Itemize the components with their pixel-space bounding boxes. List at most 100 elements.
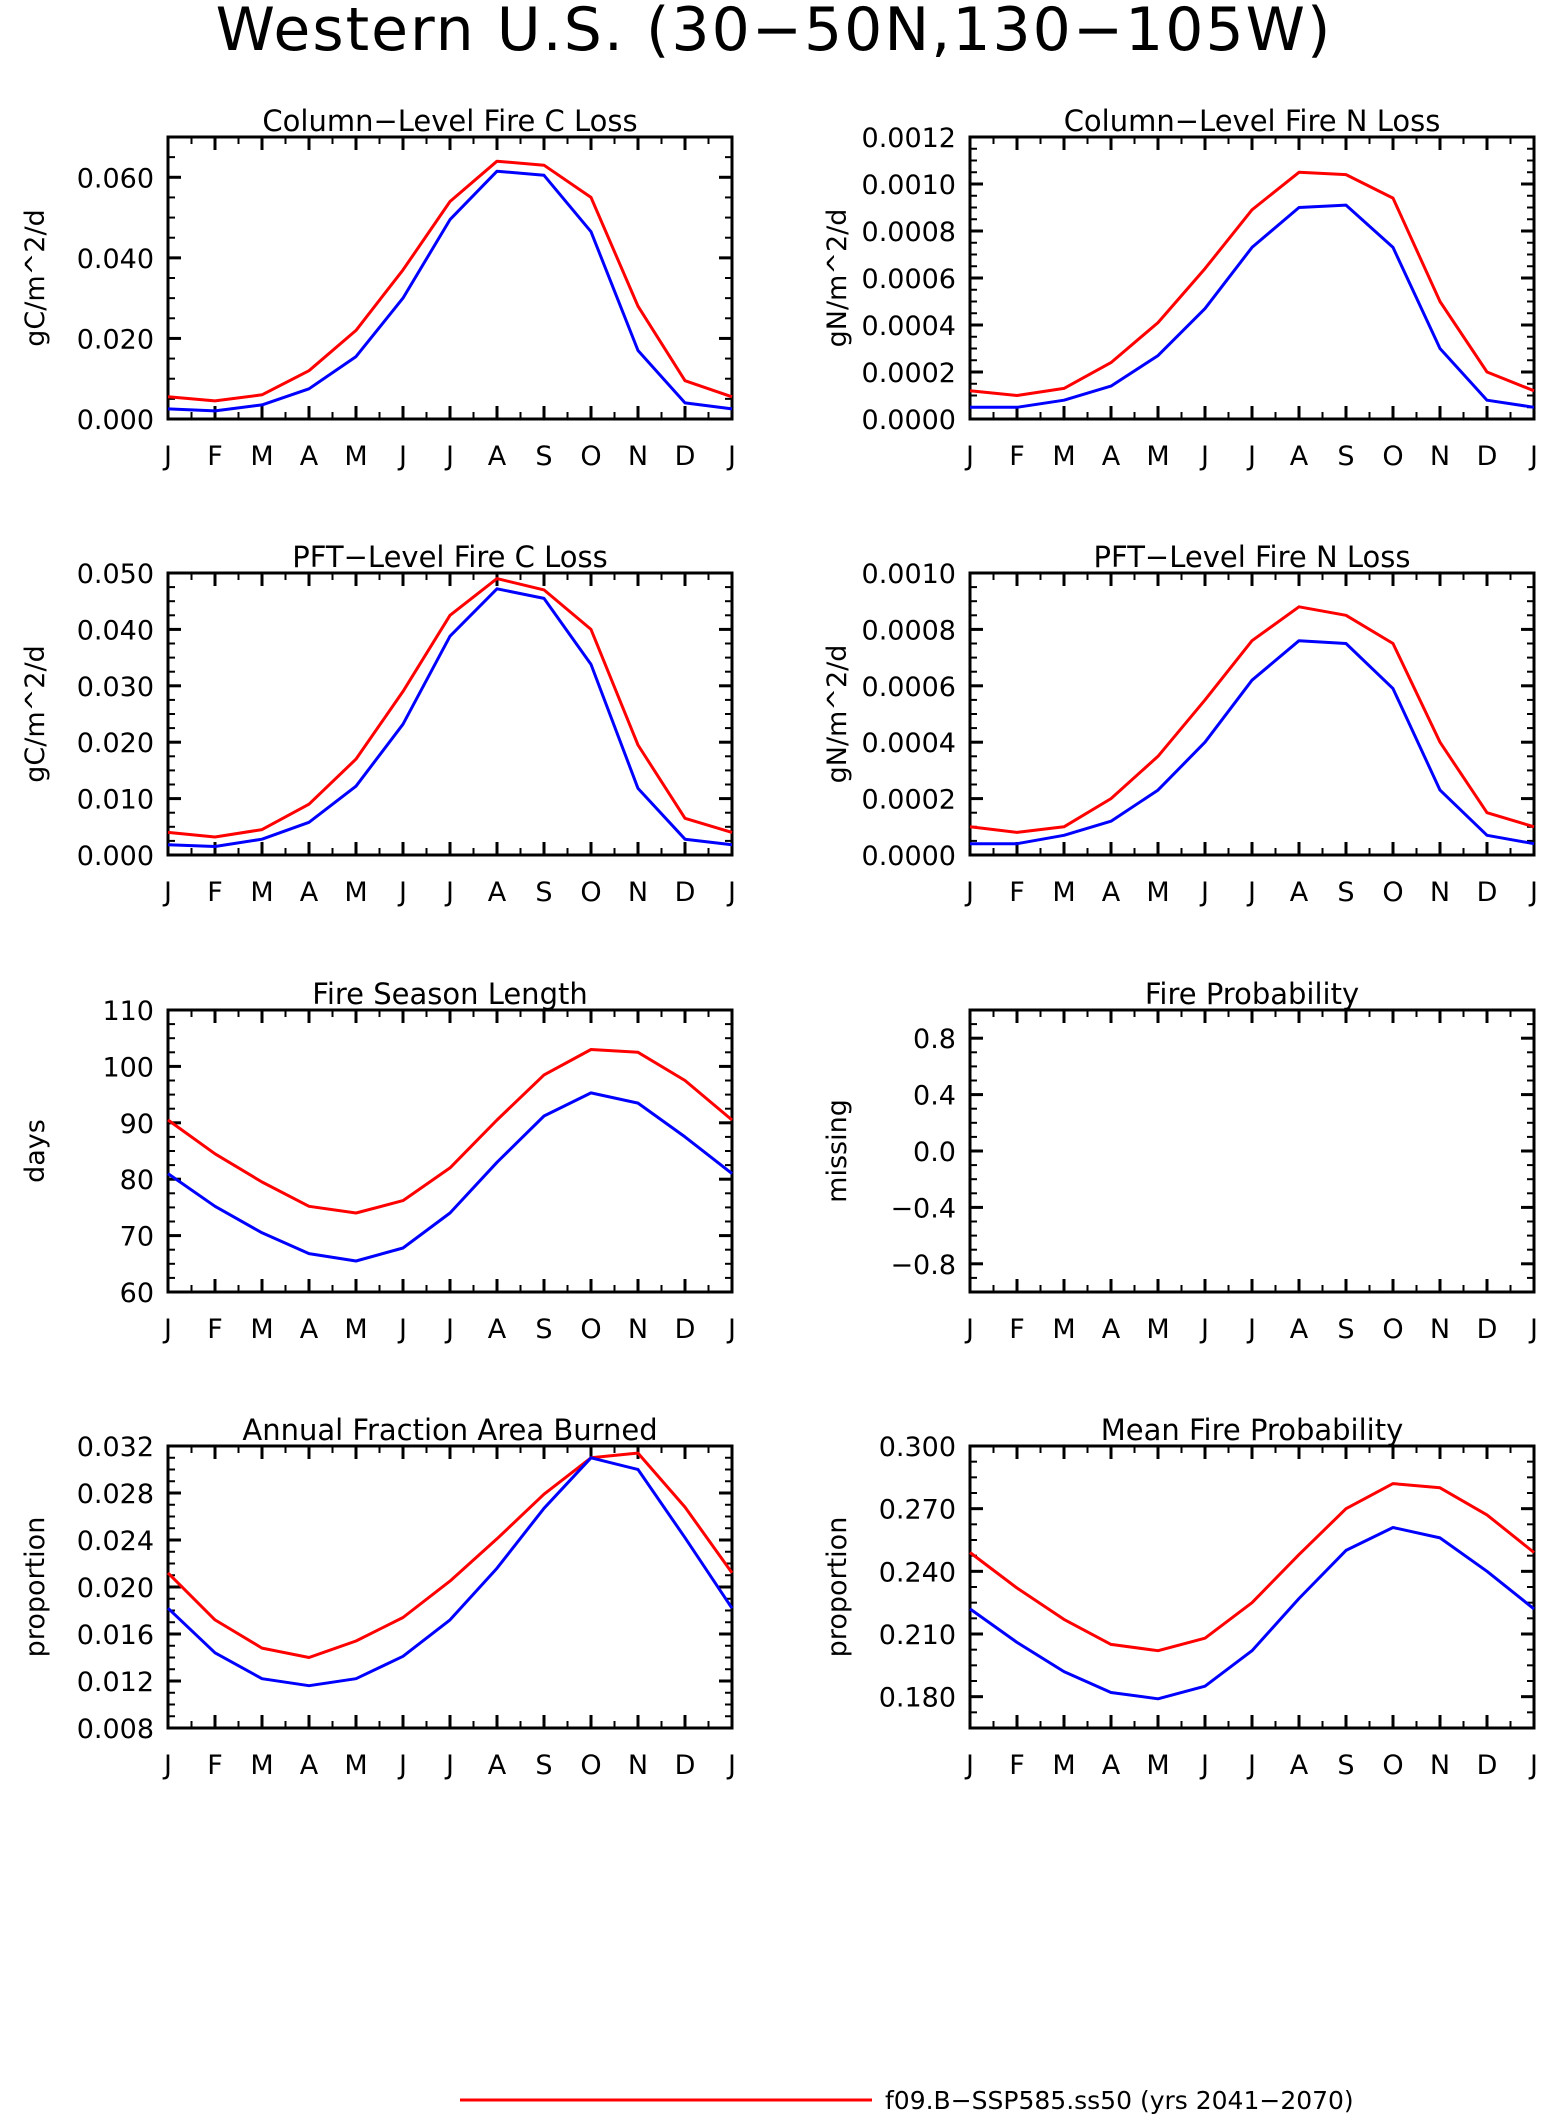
- x-tick-label: O: [1382, 441, 1403, 472]
- y-tick-label: 90: [120, 1109, 154, 1140]
- series-line-blue: [167, 1091, 733, 1263]
- x-tick-label: M: [344, 1314, 367, 1345]
- x-tick-label: N: [1430, 1314, 1450, 1345]
- x-tick-label: J: [726, 877, 736, 908]
- series-line-blue: [167, 169, 733, 413]
- x-tick-label: M: [1052, 1314, 1075, 1345]
- chart-panel-4: J F M A M J J A S O N D J0.00000.00020.00040.00060.0…: [822, 540, 1538, 908]
- y-axis-label: gC/m^2/d: [20, 209, 51, 346]
- x-tick-label: F: [207, 877, 223, 908]
- y-tick-label: 0.030: [77, 672, 154, 703]
- y-tick-label: 0.012: [77, 1667, 154, 1698]
- x-tick-label: A: [1290, 1750, 1309, 1781]
- x-tick-label: M: [1052, 1750, 1075, 1781]
- x-tick-label: F: [1009, 877, 1025, 908]
- x-tick-label: J: [1246, 1314, 1256, 1345]
- x-tick-label: J: [397, 441, 407, 472]
- x-tick-label: M: [1146, 441, 1169, 472]
- series-line-red: [969, 170, 1535, 397]
- y-tick-label: 0.028: [77, 1479, 154, 1510]
- y-tick-label: 0.0006: [862, 264, 956, 295]
- x-tick-label: A: [1102, 1750, 1121, 1781]
- y-tick-label: 0.0010: [862, 170, 956, 201]
- panel-title: Fire Probability: [1145, 977, 1359, 1011]
- y-axis-label: proportion: [20, 1517, 51, 1658]
- y-tick-label: 110: [102, 996, 154, 1027]
- series-line-red: [166, 1451, 734, 1659]
- x-tick-label: F: [1009, 1750, 1025, 1781]
- panel-title: Fire Season Length: [312, 977, 587, 1011]
- y-tick-label: 0.000: [77, 405, 154, 436]
- x-tick-label: F: [1009, 441, 1025, 472]
- panel-title: Column−Level Fire C Loss: [262, 104, 637, 138]
- x-tick-label: M: [1146, 877, 1169, 908]
- x-tick-label: F: [207, 1314, 223, 1345]
- x-tick-label: O: [580, 441, 601, 472]
- x-tick-label: D: [1477, 1750, 1498, 1781]
- plot-frame: [968, 1444, 1536, 1730]
- y-tick-label: 0.020: [77, 728, 154, 759]
- x-tick-label: J: [397, 1750, 407, 1781]
- y-axis-label: proportion: [822, 1517, 853, 1658]
- x-tick-label: O: [580, 1750, 601, 1781]
- y-tick-label: −0.8: [890, 1250, 956, 1281]
- x-tick-label: A: [488, 877, 507, 908]
- plot-frame: [968, 571, 1536, 857]
- panel-title: Column−Level Fire N Loss: [1064, 104, 1441, 138]
- series-line-blue: [970, 203, 1535, 409]
- y-axis-label: gN/m^2/d: [822, 645, 853, 784]
- panel-title: Annual Fraction Area Burned: [242, 1413, 657, 1447]
- y-tick-label: 0.032: [77, 1432, 154, 1463]
- x-tick-label: J: [964, 1314, 974, 1345]
- series-line-red: [167, 1048, 733, 1215]
- y-tick-label: 0.024: [77, 1526, 154, 1557]
- y-tick-label: 0.180: [879, 1683, 956, 1714]
- x-tick-label: D: [1477, 1314, 1498, 1345]
- x-tick-label: S: [535, 877, 552, 908]
- x-tick-label: S: [1337, 1314, 1354, 1345]
- y-axis-label: missing: [822, 1099, 853, 1203]
- y-tick-label: 0.0000: [862, 841, 956, 872]
- y-tick-label: 0.000: [77, 841, 154, 872]
- y-tick-label: 70: [120, 1222, 154, 1253]
- x-tick-label: A: [300, 1314, 319, 1345]
- x-tick-label: J: [162, 1314, 172, 1345]
- y-tick-label: 0.0000: [862, 405, 956, 436]
- x-tick-label: S: [535, 1750, 552, 1781]
- x-tick-label: A: [300, 1750, 319, 1781]
- x-tick-label: J: [726, 441, 736, 472]
- x-tick-label: S: [1337, 1750, 1354, 1781]
- y-tick-label: 0.0004: [862, 311, 956, 342]
- chart-panel-6: J F M A M J J A S O N D J−0.8−0.40.00.40.8missingFir…: [822, 977, 1538, 1345]
- y-tick-label: −0.4: [890, 1193, 956, 1224]
- x-tick-label: J: [162, 441, 172, 472]
- x-tick-label: O: [1382, 1314, 1403, 1345]
- x-tick-label: D: [1477, 441, 1498, 472]
- x-tick-label: J: [162, 1750, 172, 1781]
- y-tick-label: 0.270: [879, 1495, 956, 1526]
- x-tick-label: O: [1382, 877, 1403, 908]
- x-tick-label: A: [1102, 877, 1121, 908]
- chart-panel-8: J F M A M J J A S O N D J0.1800.2100.2400.2700.300pr…: [822, 1413, 1538, 1781]
- x-tick-label: D: [675, 441, 696, 472]
- y-tick-label: 80: [120, 1165, 154, 1196]
- x-tick-label: O: [580, 1314, 601, 1345]
- plot-frame: [166, 135, 734, 421]
- y-tick-label: 0.0008: [862, 615, 956, 646]
- series-line-red: [969, 605, 1535, 834]
- x-tick-label: S: [1337, 877, 1354, 908]
- x-tick-label: J: [162, 877, 172, 908]
- x-tick-label: M: [1146, 1314, 1169, 1345]
- x-tick-label: J: [444, 877, 454, 908]
- y-tick-label: 100: [102, 1052, 154, 1083]
- plot-frame: [968, 135, 1536, 421]
- x-tick-label: N: [1430, 1750, 1450, 1781]
- x-tick-label: O: [580, 877, 601, 908]
- x-tick-label: N: [628, 1750, 648, 1781]
- y-tick-label: 0.060: [77, 163, 154, 194]
- x-tick-label: J: [444, 1750, 454, 1781]
- y-tick-label: 0.0002: [862, 358, 956, 389]
- legend: f09.B−SSP585.ss50 (yrs 2041−2070): [460, 2086, 1354, 2115]
- series-line-red: [167, 159, 733, 403]
- x-tick-label: M: [250, 877, 273, 908]
